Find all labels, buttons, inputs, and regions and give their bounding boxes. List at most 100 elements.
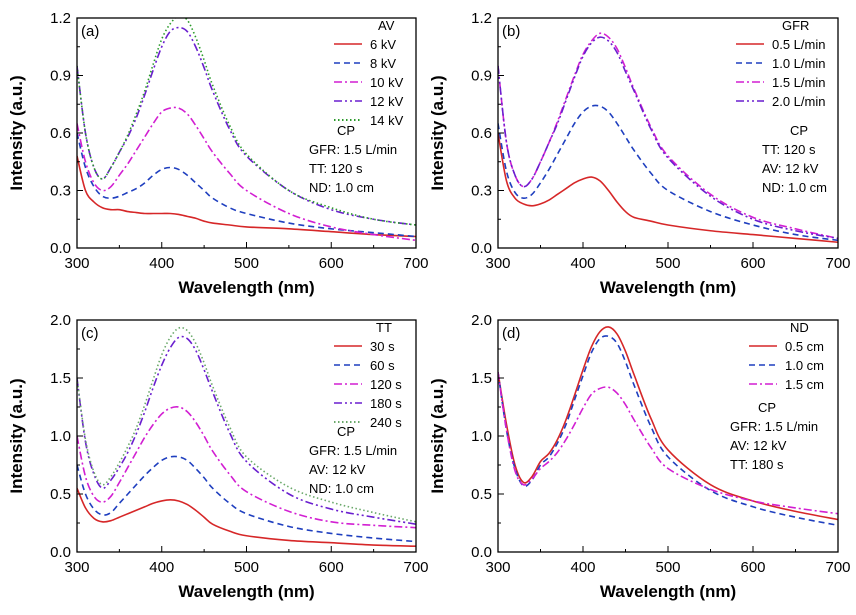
plot-frame xyxy=(76,319,417,553)
legend-entry: 1.5 L/min xyxy=(772,75,825,90)
series-line-2-0-l-min xyxy=(498,36,838,240)
y-tick-label: 0.3 xyxy=(50,183,71,200)
condition-line: TT: 120 s xyxy=(762,142,816,157)
conditions-block: CP GFR: 1.5 L/min AV: 12 kV TT: 180 s xyxy=(730,400,818,472)
series-line-30-s xyxy=(77,487,416,547)
legend-title: TT xyxy=(376,320,392,335)
condition-line: TT: 180 s xyxy=(730,457,784,472)
legend-entry: 180 s xyxy=(370,396,402,411)
series-line-10-kv xyxy=(77,106,416,242)
x-tick-label: 400 xyxy=(149,255,174,272)
x-tick-label: 400 xyxy=(149,559,174,576)
series-line-60-s xyxy=(77,455,416,543)
series-line-180-s xyxy=(77,335,416,525)
conditions-title: CP xyxy=(337,123,355,138)
x-tick-label: 600 xyxy=(740,255,765,272)
x-tick-label: 300 xyxy=(485,559,510,576)
panel-a: 300 400 500 600 700 0.0 0.3 0.6 0.9 1.2 Wavelength… xyxy=(7,10,429,297)
legend: TT 30 s 60 s 120 s 180 s 240 s xyxy=(334,320,402,430)
x-tick-label: 500 xyxy=(655,255,680,272)
legend-entry: 120 s xyxy=(370,377,402,392)
condition-line: TT: 120 s xyxy=(309,161,363,176)
series-line-8-kv xyxy=(77,132,416,238)
x-tick-label: 600 xyxy=(319,559,344,576)
legend-title: GFR xyxy=(782,18,809,33)
y-axis-title: Intensity (a.u.) xyxy=(428,378,447,493)
series-group xyxy=(498,326,838,527)
y-tick-label: 0.0 xyxy=(50,240,71,257)
panel-c: 300 400 500 600 700 0.0 0.5 1.0 1.5 2.0 Wavelength… xyxy=(7,312,429,601)
conditions-title: CP xyxy=(337,424,355,439)
x-tick-label: 700 xyxy=(403,559,428,576)
condition-line: GFR: 1.5 L/min xyxy=(309,443,397,458)
series-line-120-s xyxy=(77,405,416,529)
x-tick-label: 500 xyxy=(234,559,259,576)
legend-entry: 30 s xyxy=(370,339,395,354)
panel-label: (d) xyxy=(502,325,520,342)
x-tick-label: 600 xyxy=(740,559,765,576)
panel-label: (a) xyxy=(81,23,99,40)
y-tick-label: 0.6 xyxy=(50,125,71,142)
panel-d: 300 400 500 600 700 0.0 0.5 1.0 1.5 2.0 Wavelength… xyxy=(428,312,851,601)
series-group xyxy=(77,326,416,547)
x-axis-title: Wavelength (nm) xyxy=(600,582,736,601)
y-tick-label: 0.0 xyxy=(471,240,492,257)
condition-line: AV: 12 kV xyxy=(309,462,366,477)
series-line-1-5-cm xyxy=(498,372,838,515)
legend-entry: 2.0 L/min xyxy=(772,94,825,109)
condition-line: ND: 1.0 cm xyxy=(309,180,374,195)
y-tick-label: 0.5 xyxy=(471,486,492,503)
legend-entry: 1.0 cm xyxy=(785,358,824,373)
x-tick-label: 300 xyxy=(485,255,510,272)
series-group xyxy=(498,32,838,244)
legend-entry: 10 kV xyxy=(370,75,404,90)
x-tick-label: 500 xyxy=(234,255,259,272)
legend: AV 6 kV 8 kV 10 kV 12 kV 14 kV xyxy=(334,18,404,128)
panel-b: 300 400 500 600 700 0.0 0.3 0.6 0.9 1.2 Wavelength… xyxy=(428,10,851,297)
x-axis-title: Wavelength (nm) xyxy=(600,278,736,297)
legend-title: ND xyxy=(790,320,809,335)
legend-entry: 6 kV xyxy=(370,37,396,52)
series-line-12-kv xyxy=(77,26,416,226)
y-tick-label: 1.5 xyxy=(471,370,492,387)
conditions-block: CP GFR: 1.5 L/min AV: 12 kV ND: 1.0 cm xyxy=(309,424,397,496)
y-axis-title: Intensity (a.u.) xyxy=(7,75,26,190)
y-tick-label: 0.3 xyxy=(471,183,492,200)
conditions-block: CP GFR: 1.5 L/min TT: 120 s ND: 1.0 cm xyxy=(309,123,397,195)
legend-entry: 14 kV xyxy=(370,113,404,128)
legend-entry: 12 kV xyxy=(370,94,404,109)
condition-line: GFR: 1.5 L/min xyxy=(309,142,397,157)
condition-line: AV: 12 kV xyxy=(730,438,787,453)
conditions-title: CP xyxy=(790,123,808,138)
y-tick-label: 1.0 xyxy=(471,428,492,445)
condition-line: GFR: 1.5 L/min xyxy=(730,419,818,434)
x-tick-label: 500 xyxy=(655,559,680,576)
legend-title: AV xyxy=(378,18,395,33)
x-axis-title: Wavelength (nm) xyxy=(178,582,314,601)
x-tick-label: 300 xyxy=(64,255,89,272)
series-line-6-kv xyxy=(77,155,416,238)
x-tick-label: 700 xyxy=(825,559,850,576)
y-axis-title: Intensity (a.u.) xyxy=(7,378,26,493)
y-tick-label: 1.2 xyxy=(471,10,492,27)
x-tick-label: 300 xyxy=(64,559,89,576)
y-axis-title: Intensity (a.u.) xyxy=(428,75,447,190)
x-tick-label: 700 xyxy=(403,255,428,272)
x-tick-label: 400 xyxy=(570,255,595,272)
condition-line: ND: 1.0 cm xyxy=(309,481,374,496)
series-line-14-kv xyxy=(77,18,416,226)
y-tick-label: 0.9 xyxy=(50,68,71,85)
legend-entry: 1.5 cm xyxy=(785,377,824,392)
series-group xyxy=(77,18,416,242)
plot-frame xyxy=(76,17,417,249)
panel-label: (c) xyxy=(81,325,99,342)
series-line-0-5-l-min xyxy=(498,132,838,244)
x-tick-label: 400 xyxy=(570,559,595,576)
legend: GFR 0.5 L/min 1.0 L/min 1.5 L/min 2.0 L/min xyxy=(736,18,825,109)
legend-entry: 0.5 L/min xyxy=(772,37,825,52)
y-tick-label: 1.0 xyxy=(50,428,71,445)
y-tick-label: 0.0 xyxy=(50,544,71,561)
series-line-1-0-cm xyxy=(498,335,838,527)
plot-frame xyxy=(497,319,839,553)
